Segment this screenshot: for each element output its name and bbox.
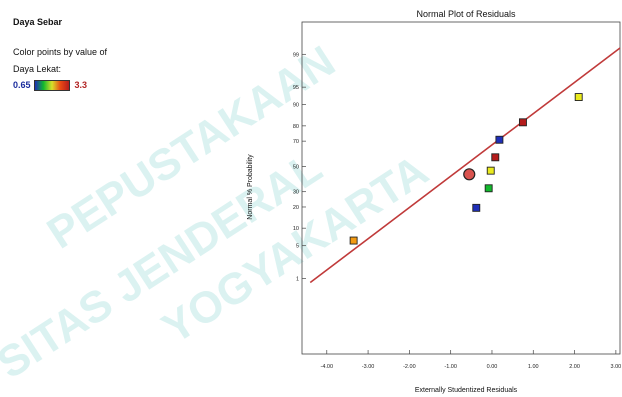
y-tick-label: 5 bbox=[296, 244, 299, 250]
points-layer bbox=[349, 93, 583, 245]
x-tick-label: -1.00 bbox=[444, 364, 457, 370]
x-axis: -4.00 -3.00 -2.00 -1.00 0.00 1.00 2.00 3.00 bbox=[321, 350, 622, 370]
residual-point[interactable] bbox=[484, 184, 493, 193]
residual-point[interactable] bbox=[574, 93, 583, 101]
y-tick-label: 99 bbox=[293, 52, 299, 58]
residual-point[interactable] bbox=[491, 153, 500, 162]
y-tick-label: 80 bbox=[293, 124, 299, 130]
factor-title: Daya Sebar bbox=[13, 17, 63, 27]
color-note: Color points by value of bbox=[13, 47, 108, 57]
y-tick-label: 90 bbox=[293, 103, 299, 109]
legend-min-value: 0.65 bbox=[13, 80, 31, 90]
x-tick-label: 3.00 bbox=[611, 364, 622, 370]
y-tick-label: 10 bbox=[293, 226, 299, 232]
residual-point[interactable] bbox=[486, 166, 495, 175]
fit-line-layer bbox=[309, 47, 621, 284]
y-tick-label: 95 bbox=[293, 85, 299, 91]
fit-line bbox=[309, 47, 621, 284]
y-tick-label: 20 bbox=[293, 205, 299, 211]
color-legend: 0.65 3.3 bbox=[13, 79, 87, 91]
legend-max-value: 3.3 bbox=[74, 80, 88, 90]
x-tick-label: -4.00 bbox=[321, 364, 334, 370]
residual-point[interactable] bbox=[518, 118, 527, 127]
legend-gradient-bar bbox=[33, 79, 70, 91]
x-tick-label: -3.00 bbox=[362, 364, 375, 370]
y-tick-label: 30 bbox=[293, 190, 299, 196]
x-tick-label: 0.00 bbox=[487, 364, 498, 370]
y-tick-label: 70 bbox=[293, 139, 299, 145]
x-axis-label: Externally Studentized Residuals bbox=[415, 387, 518, 394]
y-axis: 1 5 10 20 30 50 70 80 90 95 99 bbox=[293, 52, 306, 283]
x-tick-label: 1.00 bbox=[528, 364, 539, 370]
residual-point[interactable] bbox=[349, 236, 358, 245]
plot-frame bbox=[301, 21, 621, 355]
y-tick-label: 1 bbox=[296, 277, 299, 283]
x-tick-label: 2.00 bbox=[569, 364, 580, 370]
residual-point[interactable] bbox=[495, 135, 504, 144]
y-tick-label: 50 bbox=[293, 164, 299, 170]
x-tick-label: -2.00 bbox=[403, 364, 416, 370]
residual-point[interactable] bbox=[472, 203, 481, 212]
highlighted-point[interactable] bbox=[463, 168, 476, 181]
y-axis-label: Normal % Probability bbox=[247, 154, 254, 220]
color-variable: Daya Lekat: bbox=[13, 64, 62, 74]
chart-title: Normal Plot of Residuals bbox=[416, 9, 516, 19]
